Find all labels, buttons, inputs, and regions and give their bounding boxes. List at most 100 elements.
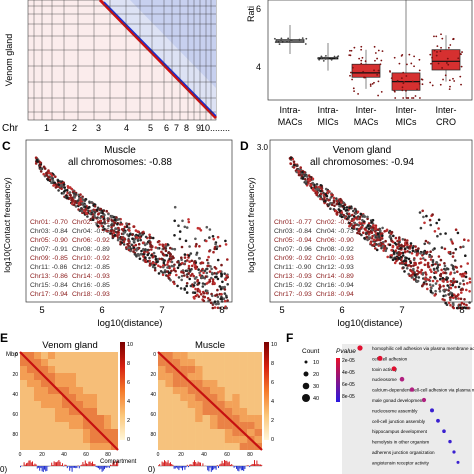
scatter-point (168, 273, 171, 277)
scatter-point (434, 282, 438, 285)
box-point (326, 57, 329, 59)
scatter-point (438, 287, 441, 291)
scatter-point (141, 231, 144, 234)
compartment-bar (209, 466, 211, 468)
scatter-point (460, 275, 464, 278)
hic-cell (210, 394, 218, 401)
compartment-bar (182, 466, 183, 471)
box-point (446, 62, 448, 64)
box-point (362, 70, 365, 73)
hic-cell (210, 429, 218, 436)
go-term-label: homophilic cell adhesion via plasma memb… (372, 346, 474, 351)
scatter-point (397, 256, 401, 260)
box-point (348, 54, 351, 57)
scatter-point (57, 183, 61, 186)
hic-cell (187, 387, 196, 394)
scatter-point (299, 166, 303, 169)
scatter-point (88, 201, 91, 204)
hic-cell (48, 359, 55, 366)
hic-cell (83, 443, 90, 450)
scatter-point (468, 280, 472, 284)
scatter-point (211, 235, 215, 238)
scatter-point (182, 271, 185, 275)
scatter-point (413, 273, 417, 277)
hic-cell (27, 352, 34, 359)
hic-cell (239, 401, 248, 408)
scatter-point (351, 213, 354, 217)
box-point (360, 45, 363, 48)
box-point (301, 37, 304, 39)
hic-cell (202, 401, 210, 408)
hic-cell (247, 387, 255, 394)
scatter-point (176, 260, 179, 264)
scatter-point (216, 258, 220, 262)
scatter-point (416, 269, 419, 273)
scatter-point (376, 238, 380, 242)
compartment-bar (33, 464, 35, 466)
scatter-point (436, 279, 439, 283)
box-point (411, 97, 413, 99)
scatter-point (166, 260, 170, 264)
scatter-point (335, 197, 338, 200)
scatter-point (122, 240, 126, 244)
scatter-point (355, 216, 358, 220)
hic-cell (202, 422, 210, 429)
scatter-point (220, 274, 223, 278)
scatter-point (198, 273, 202, 277)
panel-e-right-colorbar (264, 342, 269, 440)
hic-cell (232, 436, 240, 443)
box-point (441, 67, 444, 69)
scatter-point (116, 222, 119, 226)
scatter-point (116, 230, 120, 234)
panel-f-pvalue-colorbar (336, 358, 340, 402)
scatter-point (363, 227, 367, 231)
x-tick-label: 6 (339, 305, 344, 316)
hic-cell (90, 408, 97, 415)
scatter-point (315, 193, 319, 196)
hic-cell (158, 415, 166, 422)
scatter-point (462, 302, 466, 306)
box-point (447, 46, 450, 49)
panel-e-bottom-left: 0) (0, 465, 7, 474)
chr-legend-entry: Chr03: -0.84 (274, 228, 312, 235)
scatter-point (131, 233, 134, 237)
scatter-point (459, 265, 463, 268)
scatter-point (449, 238, 453, 241)
chr-legend-entry: Chr08: -0.92 (316, 246, 354, 253)
scatter-point (210, 267, 213, 271)
scatter-point (394, 243, 398, 246)
scatter-point (166, 266, 169, 269)
hic-cell (172, 436, 181, 443)
hic-cell (83, 366, 90, 373)
scatter-point (34, 162, 38, 165)
compartment-bar (66, 466, 68, 469)
compartment-bar (70, 466, 72, 469)
hic-cell (210, 415, 218, 422)
hic-cell (217, 394, 225, 401)
box-point (460, 83, 462, 86)
scatter-point (136, 230, 139, 233)
compartment-bar (221, 460, 223, 466)
compartment-bar (233, 466, 235, 468)
hic-cell (195, 366, 203, 373)
count-legend-dot (304, 360, 308, 364)
hic-cell (76, 373, 83, 380)
scatter-point (453, 259, 457, 262)
scatter-point (446, 280, 449, 284)
scatter-point (183, 256, 187, 259)
scatter-point (173, 205, 177, 209)
box-point (448, 79, 451, 82)
scatter-point (403, 250, 407, 254)
scatter-point (425, 282, 428, 286)
hic-cell (55, 352, 62, 359)
scatter-point (451, 264, 455, 268)
hic-cell (158, 429, 166, 436)
scatter-point (445, 303, 449, 307)
hic-cell (195, 436, 203, 443)
go-term-dot (421, 397, 427, 403)
box-point (413, 65, 415, 68)
go-term-label: calcium-dependent cell-cell adhesion via… (372, 388, 474, 393)
chr-legend-entry: Chr12: -0.93 (316, 264, 354, 271)
scatter-point (454, 228, 458, 231)
